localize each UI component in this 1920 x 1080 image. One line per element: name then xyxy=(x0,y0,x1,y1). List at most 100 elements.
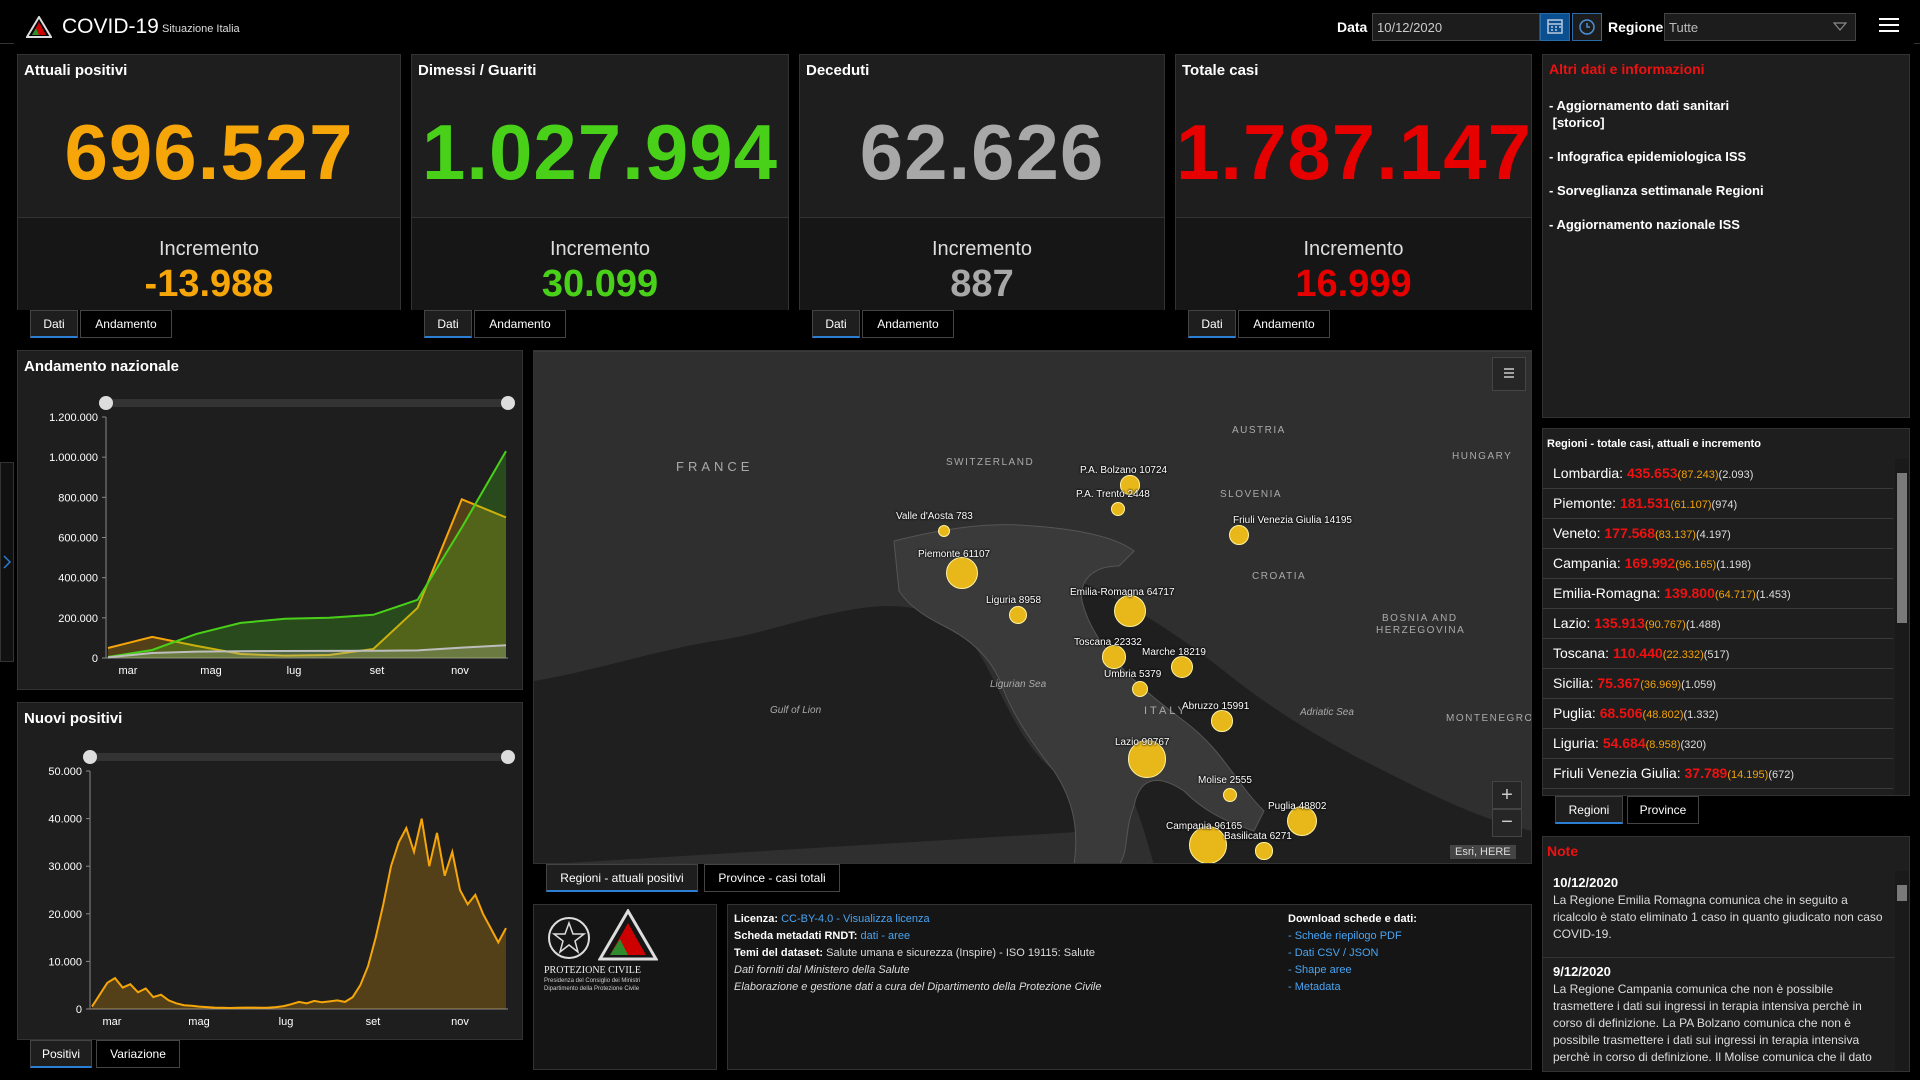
range-slider-handle-start[interactable] xyxy=(83,750,97,764)
notes-list: 10/12/2020 La Regione Emilia Romagna com… xyxy=(1543,875,1899,1071)
region-row[interactable]: Toscana: 110.440(22.332)(517) xyxy=(1543,639,1893,669)
info-link-text[interactable]: [storico] xyxy=(1552,115,1605,130)
region-row[interactable]: Lazio: 135.913(90.767)(1.488) xyxy=(1543,609,1893,639)
map-point[interactable] xyxy=(1189,826,1227,863)
map-point[interactable] xyxy=(937,524,951,538)
map-point-label: Valle d'Aosta 783 xyxy=(896,511,973,522)
tab-regioni[interactable]: Regioni xyxy=(1555,796,1623,824)
map-basemap xyxy=(534,351,1531,863)
tab-andamento[interactable]: Andamento xyxy=(474,310,566,338)
map-point[interactable] xyxy=(1228,524,1250,546)
kpi-attuali-positivi: Attuali positivi 696.527 Incremento -13.… xyxy=(17,54,401,310)
tab-andamento[interactable]: Andamento xyxy=(862,310,954,338)
map-point[interactable] xyxy=(1113,594,1147,628)
metadata-link[interactable]: dati - aree xyxy=(860,930,911,942)
map-point[interactable] xyxy=(1110,501,1126,517)
map-point[interactable] xyxy=(1102,645,1126,669)
license-line: Scheda metadati RNDT: dati - aree xyxy=(734,928,1264,945)
series-line[interactable] xyxy=(107,644,507,659)
scrollbar-thumb[interactable] xyxy=(1897,473,1907,623)
region-row[interactable]: Puglia: 68.506(48.802)(1.332) xyxy=(1543,699,1893,729)
tab-dati[interactable]: Dati xyxy=(1188,310,1236,338)
map-panel[interactable]: FRANCE SWITZERLAND AUSTRIA HUNGARY SLOVE… xyxy=(533,350,1532,864)
notes-scrollbar[interactable] xyxy=(1895,871,1909,1071)
scrollbar-thumb[interactable] xyxy=(1897,885,1907,901)
region-row[interactable]: Emilia-Romagna: 139.800(64.717)(1.453) xyxy=(1543,579,1893,609)
range-slider-handle-start[interactable] xyxy=(99,396,113,410)
region-increment: (517) xyxy=(1703,649,1730,661)
info-link-sorveglianza[interactable]: - Sorveglianza settimanale Regioni xyxy=(1549,183,1764,198)
calendar-button[interactable] xyxy=(1540,13,1570,41)
map-point[interactable] xyxy=(1120,475,1140,495)
map-point[interactable] xyxy=(1128,740,1166,778)
region-row[interactable]: Lombardia: 435.653(87.243)(2.093) xyxy=(1543,459,1893,489)
region-attuali: (90.767) xyxy=(1644,619,1686,631)
date-label: Data xyxy=(1337,19,1368,35)
region-increment: (1.453) xyxy=(1755,589,1791,601)
pc-sub1: Presidenza del Consiglio dei Ministri xyxy=(544,978,641,984)
map-point-label: Toscana 22332 xyxy=(1074,637,1142,648)
tab-dati[interactable]: Dati xyxy=(424,310,472,338)
tab-andamento[interactable]: Andamento xyxy=(80,310,172,338)
tab-andamento[interactable]: Andamento xyxy=(1238,310,1330,338)
region-attuali: (64.717) xyxy=(1714,589,1756,601)
chevron-right-icon xyxy=(3,555,11,569)
region-name: Puglia xyxy=(1553,705,1592,721)
tab-province-casi-totali[interactable]: Province - casi totali xyxy=(704,864,840,892)
y-tick-label: 50.000 xyxy=(48,766,82,778)
map-point[interactable] xyxy=(1211,710,1233,732)
x-tick-label: nov xyxy=(451,665,469,677)
map-point[interactable] xyxy=(1222,787,1238,803)
map-point[interactable] xyxy=(1008,605,1028,625)
info-link-nazionale[interactable]: - Aggiornamento nazionale ISS xyxy=(1549,217,1740,232)
map-point[interactable] xyxy=(945,556,979,590)
tab-dati[interactable]: Dati xyxy=(812,310,860,338)
download-csv-link[interactable]: - Dati CSV / JSON xyxy=(1288,947,1379,959)
map-legend-button[interactable] xyxy=(1492,357,1526,391)
range-slider-handle-end[interactable] xyxy=(501,750,515,764)
series-line[interactable] xyxy=(107,450,507,658)
map-point[interactable] xyxy=(1170,655,1194,679)
range-slider-track[interactable] xyxy=(106,399,508,407)
region-total: 177.568 xyxy=(1604,525,1655,541)
region-row[interactable]: Friuli Venezia Giulia: 37.789(14.195)(67… xyxy=(1543,759,1893,789)
zoom-out-button[interactable]: − xyxy=(1492,809,1522,837)
region-row[interactable]: Sicilia: 75.367(36.969)(1.059) xyxy=(1543,669,1893,699)
region-row[interactable]: Liguria: 54.684(8.958)(320) xyxy=(1543,729,1893,759)
tab-province[interactable]: Province xyxy=(1627,796,1699,824)
zoom-in-button[interactable]: + xyxy=(1492,781,1522,809)
region-row[interactable]: Veneto: 177.568(83.137)(4.197) xyxy=(1543,519,1893,549)
tab-positivi[interactable]: Positivi xyxy=(30,1040,92,1068)
info-link-infografica[interactable]: - Infografica epidemiologica ISS xyxy=(1549,149,1747,164)
geo-label-bosnia: BOSNIA AND xyxy=(1382,613,1458,624)
license-link[interactable]: CC-BY-4.0 - Visualizza licenza xyxy=(781,913,930,925)
region-row[interactable]: Piemonte: 181.531(61.107)(974) xyxy=(1543,489,1893,519)
license-line: Licenza: CC-BY-4.0 - Visualizza licenza xyxy=(734,911,1264,928)
range-slider-track[interactable] xyxy=(90,753,508,761)
tab-regioni-attuali-positivi[interactable]: Regioni - attuali positivi xyxy=(546,864,698,892)
info-link-aggiornamento[interactable]: - Aggiornamento dati sanitari [storico] xyxy=(1549,97,1764,131)
range-slider-handle-end[interactable] xyxy=(501,396,515,410)
side-panel-handle[interactable] xyxy=(0,462,14,662)
download-pdf-link[interactable]: - Schede riepilogo PDF xyxy=(1288,930,1402,942)
y-tick-label: 0 xyxy=(92,653,98,665)
download-shape-link[interactable]: - Shape aree xyxy=(1288,964,1352,976)
map-point[interactable] xyxy=(1131,680,1149,698)
time-button[interactable] xyxy=(1572,13,1602,41)
kpi-value: 62.626 xyxy=(859,108,1105,196)
date-input[interactable]: 10/12/2020 xyxy=(1372,13,1540,41)
map-point[interactable] xyxy=(1287,806,1317,836)
regions-list[interactable]: Lombardia: 435.653(87.243)(2.093) Piemont… xyxy=(1543,459,1895,795)
region-select[interactable]: Tutte xyxy=(1664,13,1856,41)
tab-variazione[interactable]: Variazione xyxy=(96,1040,180,1068)
map-point[interactable] xyxy=(1255,842,1273,860)
region-row[interactable]: Campania: 169.992(96.165)(1.198) xyxy=(1543,549,1893,579)
geo-label-slovenia: SLOVENIA xyxy=(1220,489,1283,500)
regions-scrollbar[interactable] xyxy=(1895,459,1909,795)
series-line[interactable] xyxy=(91,818,507,1010)
region-attuali: (8.958) xyxy=(1645,739,1681,751)
tab-dati[interactable]: Dati xyxy=(30,310,78,338)
download-metadata-link[interactable]: - Metadata xyxy=(1288,981,1341,993)
menu-button[interactable] xyxy=(1876,14,1902,40)
license-key: Temi del dataset: xyxy=(734,947,824,959)
